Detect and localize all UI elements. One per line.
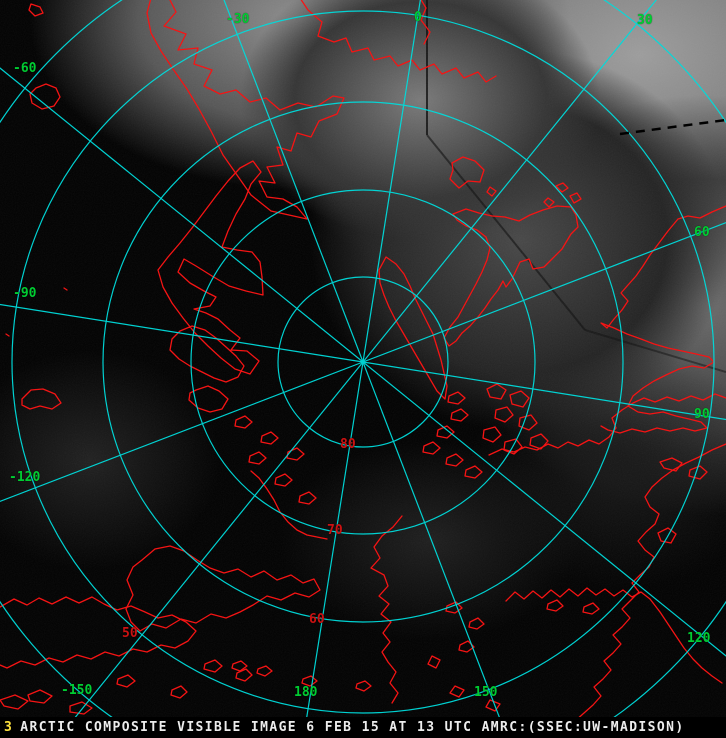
latitude-circle-60 bbox=[102, 101, 624, 623]
meridian-180 bbox=[302, 361, 364, 738]
image-annotation-text: ARCTIC COMPOSITE VISIBLE IMAGE 6 FEB 15 … bbox=[20, 720, 685, 735]
terminator-dashed-line bbox=[619, 118, 726, 136]
coastline-greenland bbox=[5, 0, 497, 337]
meridian--60 bbox=[0, 67, 364, 363]
meridian--30 bbox=[223, 0, 364, 363]
meridian--120 bbox=[0, 361, 364, 502]
coastline-chukotka bbox=[125, 545, 321, 699]
coastline-arctic-coast-snakes bbox=[250, 470, 403, 704]
meridian-150 bbox=[362, 361, 508, 738]
meridian-90 bbox=[362, 361, 726, 421]
coastline-novaya-zemlya bbox=[443, 205, 579, 347]
status-bar: 3 ARCTIC COMPOSITE VISIBLE IMAGE 6 FEB 1… bbox=[0, 717, 726, 738]
latitude-circle-50 bbox=[11, 10, 715, 714]
meridian--90 bbox=[0, 303, 364, 363]
coastline-okhotsk bbox=[556, 443, 726, 737]
coastline-polar-islands bbox=[378, 156, 582, 479]
meridian-60 bbox=[362, 222, 726, 363]
latitude-circle-70 bbox=[190, 189, 536, 535]
meridian-0 bbox=[362, 0, 421, 363]
meridian-30 bbox=[362, 0, 657, 363]
coastline-alaska bbox=[0, 596, 372, 715]
frame-number: 3 bbox=[4, 720, 14, 735]
meridian-120 bbox=[362, 361, 726, 657]
latitude-circle-80 bbox=[277, 276, 449, 448]
meridian--150 bbox=[57, 361, 364, 738]
coastline-scandinavia bbox=[600, 205, 726, 434]
coastline-canadian-archipelago bbox=[0, 160, 317, 710]
